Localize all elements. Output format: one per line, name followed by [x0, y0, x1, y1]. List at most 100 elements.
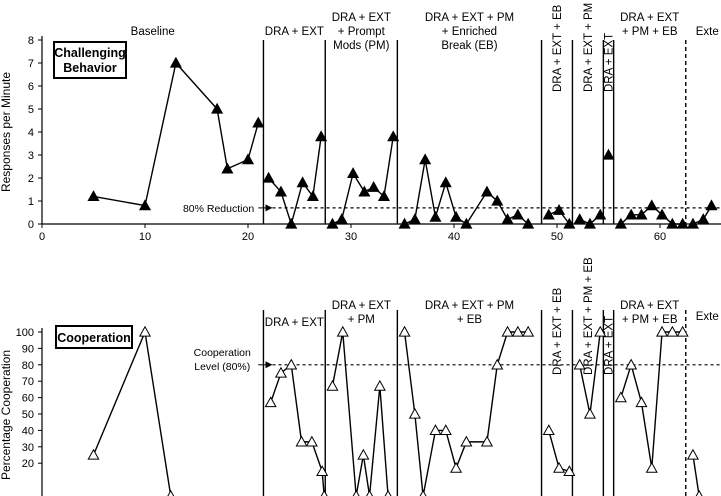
y-tick-label: 80	[22, 360, 34, 372]
series-line-segment	[404, 159, 529, 225]
legend-label-line: Challenging	[54, 46, 126, 60]
criterion-label-line: Cooperation	[194, 347, 251, 359]
series-bottom	[87, 325, 703, 496]
data-point-marker	[367, 180, 380, 192]
phase-label: DRA + EXT	[265, 26, 324, 38]
data-point-marker	[387, 130, 400, 142]
data-point-marker	[705, 199, 718, 211]
data-point-marker	[686, 217, 700, 229]
phase-label: DRA + EXT	[604, 316, 616, 375]
phase-label: DRA + EXT + PM	[425, 12, 514, 24]
data-point-marker	[450, 461, 463, 473]
data-point-marker	[295, 435, 308, 447]
phase-label: Break (EB)	[441, 40, 497, 52]
data-point-marker	[320, 489, 328, 496]
data-point-marker	[419, 489, 427, 496]
data-point-marker	[563, 217, 576, 229]
data-point-marker	[87, 448, 100, 460]
data-point-marker	[501, 325, 514, 337]
legend-label-line: Behavior	[63, 61, 117, 75]
data-point-marker	[522, 217, 535, 229]
series-line-segment	[331, 331, 389, 496]
y-tick-label: 100	[16, 327, 34, 339]
data-point-marker	[252, 116, 265, 128]
data-point-marker	[697, 213, 710, 225]
data-point-marker	[450, 210, 463, 222]
data-point-marker	[542, 424, 555, 436]
data-point-marker	[635, 396, 648, 408]
data-point-marker	[594, 325, 607, 337]
data-point-marker	[480, 435, 494, 447]
data-point-marker	[553, 461, 566, 473]
x-tick-label: 10	[139, 231, 151, 243]
data-point-marker	[262, 171, 275, 183]
y-tick-label: 8	[28, 35, 34, 47]
series-line-segment	[269, 363, 325, 496]
x-tick-label: 30	[345, 231, 357, 243]
data-point-marker	[583, 217, 597, 229]
data-point-marker	[501, 213, 514, 225]
data-point-marker	[573, 358, 586, 370]
phase-label: DRA + EXT	[332, 12, 391, 24]
x-tick-label: 0	[39, 231, 45, 243]
y-tick-label: 30	[22, 442, 34, 454]
y-tick-label: 70	[22, 376, 34, 388]
data-point-marker	[326, 217, 339, 229]
y-tick-label: 20	[22, 458, 34, 470]
data-point-marker	[315, 130, 328, 142]
data-point-marker	[460, 217, 473, 229]
data-point-marker	[296, 176, 309, 188]
data-point-marker	[583, 407, 597, 419]
y-tick-label: 0	[28, 219, 34, 231]
data-point-marker	[377, 190, 391, 202]
legend-label: Cooperation	[57, 331, 131, 345]
criterion-arrowhead	[265, 361, 273, 369]
data-point-marker	[347, 167, 360, 179]
phase-label: + PM	[348, 314, 375, 326]
criterion-label: 80% Reduction	[183, 203, 254, 215]
phase-label: + EB	[457, 314, 483, 326]
phase-label: DRA + EXT + EB	[552, 287, 564, 375]
x-tick-label: 50	[551, 231, 563, 243]
data-point-marker	[635, 208, 648, 220]
phase-label: Mods (PM)	[333, 40, 389, 52]
phase-label: + PM + EB	[622, 26, 678, 38]
phase-label: DRA + EXT	[604, 33, 616, 92]
data-point-marker	[429, 424, 442, 436]
x-tick-label: 60	[654, 231, 666, 243]
data-point-marker	[480, 185, 494, 197]
data-point-marker	[666, 325, 679, 337]
data-point-marker	[352, 489, 360, 496]
data-point-marker	[511, 325, 524, 337]
phase-label: DRA + EXT + EB	[552, 4, 564, 92]
data-point-marker	[542, 208, 555, 220]
data-point-marker	[602, 148, 615, 160]
data-point-marker	[645, 199, 658, 211]
phase-label: Baseline	[131, 26, 175, 38]
data-point-marker	[306, 190, 319, 202]
phase-label: DRA + EXT + PM + EB	[583, 257, 595, 375]
y-tick-label: 6	[28, 81, 34, 93]
phase-label: DRA + EXT + PM + EB	[583, 0, 595, 92]
data-point-marker	[326, 379, 339, 391]
data-point-marker	[366, 489, 374, 496]
data-point-marker	[656, 208, 669, 220]
series-line-segment	[620, 331, 683, 469]
data-point-marker	[305, 435, 318, 447]
data-point-marker	[274, 366, 288, 378]
data-point-marker	[686, 448, 700, 460]
data-point-marker	[358, 185, 371, 197]
data-point-marker	[335, 213, 348, 225]
phase-label: Exte	[696, 311, 719, 323]
data-point-marker	[285, 358, 298, 370]
phase-label: + Prompt	[338, 26, 386, 38]
data-point-marker	[357, 448, 370, 460]
data-point-marker	[656, 325, 669, 337]
phase-label: + PM + EB	[622, 314, 678, 326]
data-point-marker	[439, 176, 452, 188]
y-tick-label: 2	[28, 173, 34, 185]
data-point-marker	[573, 213, 586, 225]
phase-label: DRA + EXT	[332, 300, 391, 312]
data-point-marker	[676, 325, 689, 337]
